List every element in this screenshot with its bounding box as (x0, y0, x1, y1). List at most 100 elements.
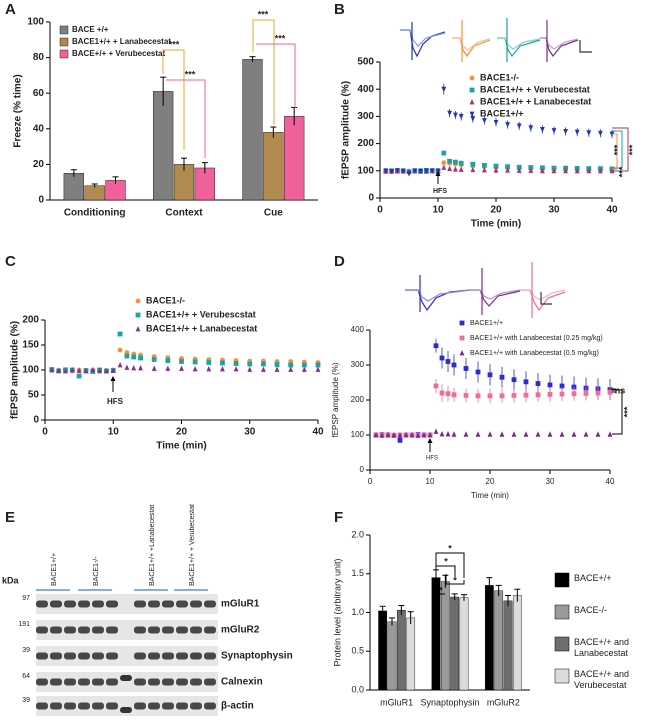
blot-band (92, 702, 104, 710)
y-tick-label: 60 (33, 88, 45, 99)
x-tick-label: Conditioning (64, 208, 126, 219)
significance-label: * (453, 575, 457, 585)
hfs-arrowhead (435, 171, 441, 176)
blot-band (64, 678, 76, 686)
blot-band (50, 702, 62, 710)
y-tick-label: 400 (357, 84, 374, 95)
blot-band (106, 626, 118, 634)
data-point (117, 362, 123, 368)
data-point (233, 361, 239, 366)
blot-band (204, 678, 216, 686)
data-point (389, 168, 394, 175)
data-point (583, 390, 589, 396)
x-tick-label: 10 (432, 205, 444, 216)
kda-label: 97 (22, 595, 30, 602)
data-point (192, 366, 198, 372)
data-point (274, 366, 280, 372)
blot-band (50, 626, 62, 634)
blot-band (190, 702, 202, 710)
blot-band (92, 652, 104, 660)
data-point (433, 428, 439, 434)
data-point (206, 366, 212, 372)
x-tick-label: 20 (490, 205, 502, 216)
data-point (315, 366, 321, 372)
significance-label: *** (612, 144, 622, 155)
data-point (220, 360, 225, 366)
blot-band (162, 600, 174, 608)
trace (405, 289, 471, 312)
data-point (451, 392, 457, 398)
trace (470, 289, 521, 300)
data-point (165, 365, 171, 371)
data-point (179, 359, 184, 364)
y-tick-label: 400 (351, 325, 365, 334)
blot-band (64, 652, 76, 660)
data-point (97, 367, 102, 373)
blot-strip (36, 672, 218, 692)
kda-label: 191 (18, 621, 30, 628)
data-point (540, 127, 545, 133)
y-tick-label: 1.5 (351, 568, 364, 578)
data-point (117, 331, 123, 337)
data-point (397, 432, 403, 438)
data-point (397, 437, 403, 443)
significance-bracket (445, 574, 465, 585)
data-point (261, 366, 266, 372)
data-point (192, 359, 198, 365)
x-tick-label: 0 (368, 477, 373, 486)
data-point (124, 353, 130, 359)
bar (406, 617, 416, 691)
blot-band (78, 600, 90, 608)
data-point (447, 158, 452, 164)
x-axis-label: Time (min) (471, 219, 521, 230)
blot-band (134, 702, 146, 710)
data-point (391, 432, 397, 438)
data-point (301, 366, 307, 372)
blot-band (92, 626, 104, 634)
data-point (138, 355, 143, 361)
blot-band (78, 678, 90, 686)
panel-letter: F (334, 509, 343, 526)
data-point (406, 171, 412, 177)
blot-band (134, 626, 146, 634)
group-label: BACE1-/- (93, 556, 100, 586)
row-label: mGluR1 (221, 599, 260, 610)
hfs-arrowhead (110, 376, 116, 381)
legend-marker (135, 298, 141, 304)
x-tick-label: 10 (108, 427, 120, 438)
data-point (586, 130, 592, 136)
legend-swatch (554, 668, 570, 684)
blot-band (148, 600, 160, 608)
trace (520, 289, 566, 301)
data-point (505, 167, 510, 173)
blot-band (204, 702, 216, 710)
legend-label: BACE+/+ (574, 573, 612, 583)
data-point (516, 167, 522, 173)
data-point (301, 362, 307, 368)
blot-band (36, 626, 48, 634)
y-tick-label: 100 (22, 365, 39, 376)
y-axis-label: Protein level (arbitrary unit) (332, 558, 342, 666)
panel: F 0.0 0.5 1.0 1.5 2.0 Protein level (arbitrary… (332, 509, 629, 707)
x-tick-label: Cue (264, 208, 283, 219)
data-point (551, 128, 557, 134)
scale-bar (540, 292, 552, 305)
data-point (90, 367, 96, 373)
blot-band (50, 678, 62, 686)
x-tick-label: mGluR2 (487, 697, 520, 707)
legend-marker (135, 326, 141, 332)
legend-label-box: BACE+/+ and Verubecestat (574, 669, 629, 690)
significance-label: *** (627, 144, 637, 155)
significance-label: ns (615, 385, 626, 395)
y-tick-label: 0 (33, 415, 39, 426)
data-point (563, 167, 568, 174)
y-tick-label: 80 (33, 52, 45, 63)
legend-label: BACE1+/+ + Lanabecestat (146, 323, 257, 333)
legend-label: BACE1-/- (146, 295, 185, 305)
bar (284, 116, 305, 201)
y-axis-label: Freeze (% time) (13, 74, 24, 147)
blot-band (50, 652, 62, 660)
y-tick-label: 0 (38, 195, 44, 206)
significance-bracket (612, 133, 618, 170)
data-point (56, 367, 62, 373)
